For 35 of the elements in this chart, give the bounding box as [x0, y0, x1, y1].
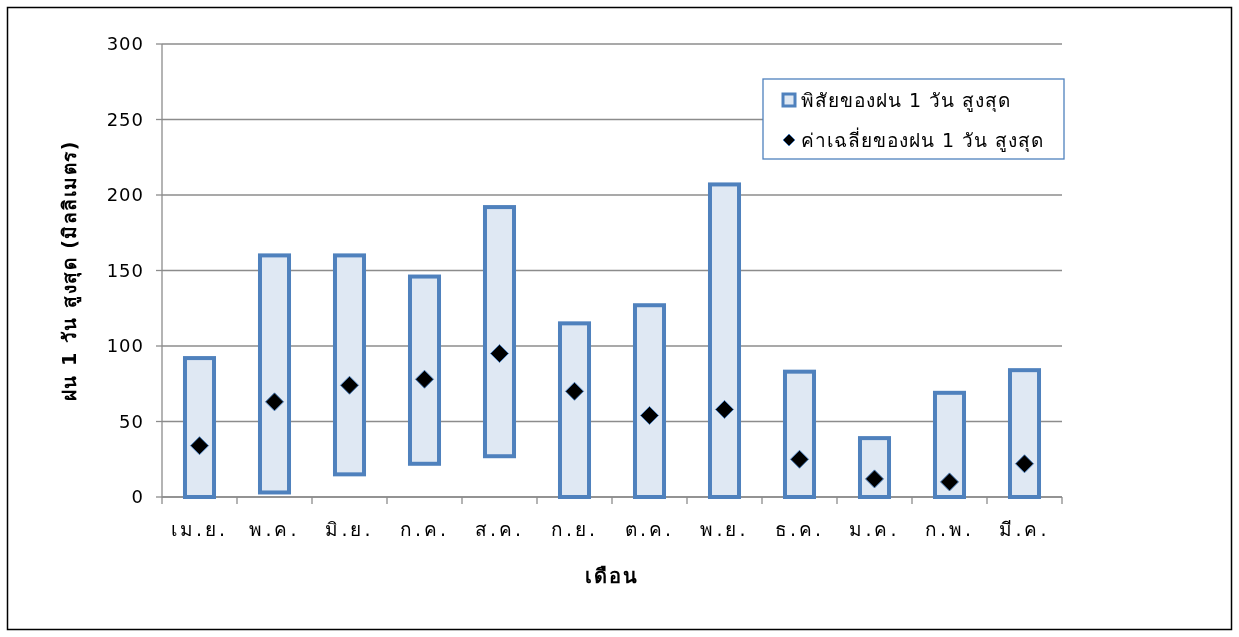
y-tick-label: 100 [106, 335, 144, 357]
x-tick-label: ก.ย. [550, 518, 599, 540]
x-tick-label: ธ.ค. [774, 518, 825, 540]
y-axis-title: ฝน 1 วัน สูงสุด (มิลลิเมตร) [58, 139, 82, 402]
x-tick-label: พ.ค. [249, 518, 300, 540]
point [340, 375, 359, 395]
point [1015, 454, 1034, 474]
x-tick-label: ส.ค. [474, 518, 525, 540]
x-tick-label: มี.ค. [999, 518, 1050, 540]
x-tick-label: ก.พ. [924, 518, 975, 540]
point [565, 381, 584, 401]
point [715, 399, 734, 419]
x-tick-label: เม.ย. [170, 518, 229, 540]
x-tick-label: ม.ค. [849, 518, 900, 540]
y-tick-label: 200 [106, 184, 144, 206]
legend-label: ค่าเฉลี่ยของฝน 1 วัน สูงสุด [801, 126, 1045, 153]
x-tick-label: ต.ค. [624, 518, 675, 540]
point [640, 405, 659, 425]
point [190, 436, 209, 456]
x-tick-label: มิ.ย. [325, 518, 374, 540]
point [490, 344, 509, 364]
point [415, 369, 434, 389]
y-tick-label: 250 [106, 108, 144, 130]
x-tick-label: ก.ค. [399, 518, 450, 540]
point [790, 449, 809, 469]
point [865, 469, 884, 489]
point [265, 392, 284, 412]
y-tick-label: 0 [131, 486, 144, 508]
x-tick-label: พ.ย. [700, 518, 749, 540]
y-tick-label: 300 [106, 33, 144, 55]
point [940, 472, 959, 492]
y-tick-label: 150 [106, 259, 144, 281]
legend-label: พิสัยของฝน 1 วัน สูงสุด [801, 88, 1012, 113]
x-axis-title: เดือน [585, 564, 639, 588]
y-tick-label: 50 [119, 410, 144, 432]
